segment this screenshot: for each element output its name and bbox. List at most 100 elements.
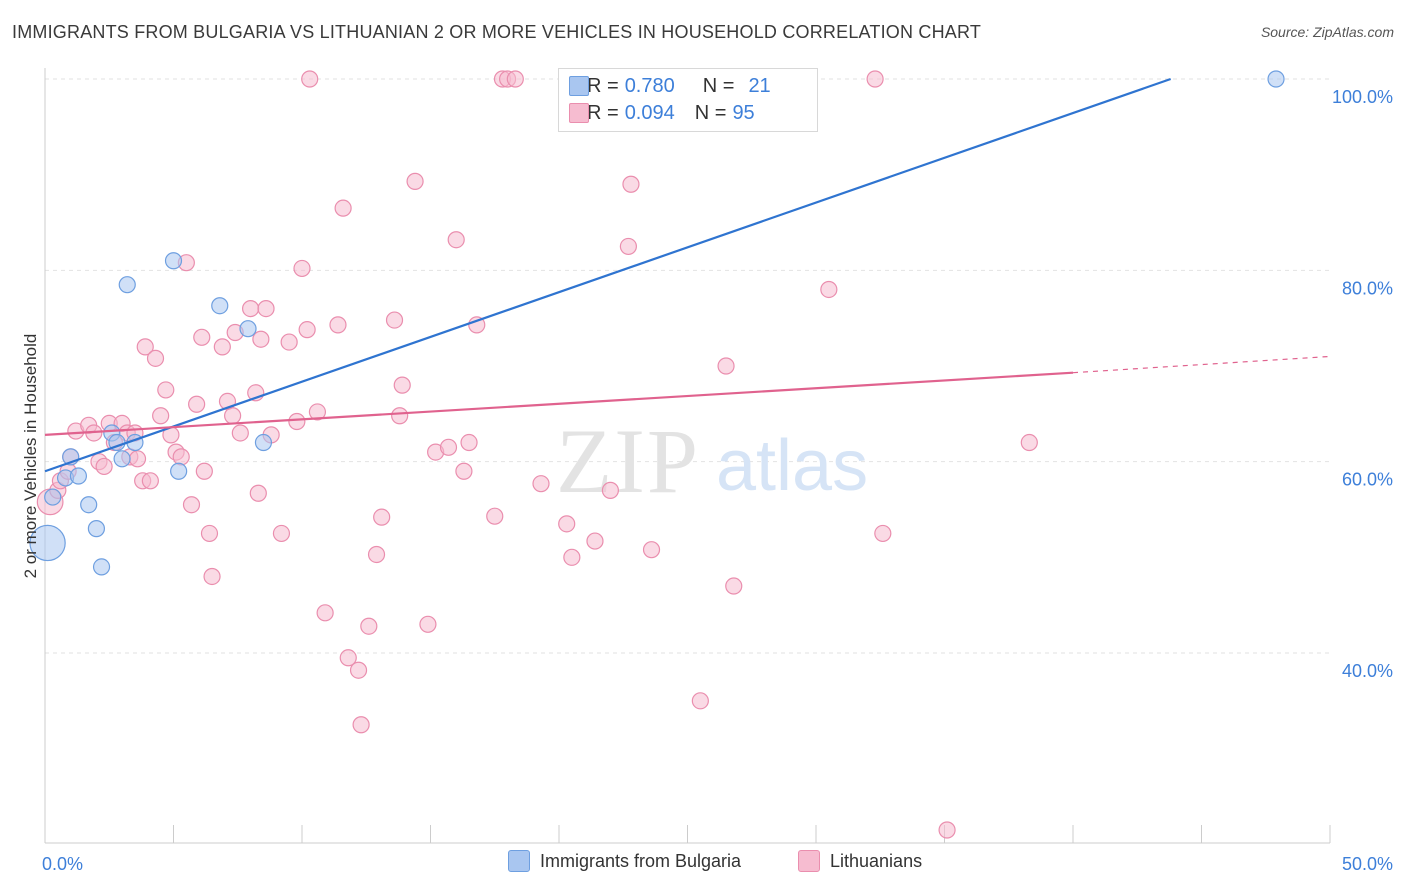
watermark-zip: ZIP [556,410,700,512]
data-point [642,541,661,559]
bottom-legend-label-lithuanians: Lithuanians [830,850,923,871]
data-point [532,475,550,493]
legend-swatch-bulgaria [569,76,589,96]
data-point [367,545,386,564]
x-tick-label: 50.0% [1342,854,1393,874]
data-point [820,280,838,299]
data-point [725,577,743,595]
data-point [419,615,437,633]
data-point [455,462,473,480]
data-point [252,330,270,348]
bottom-legend-lithuanians: Lithuanians [798,850,922,872]
y-tick-label: 40.0% [1342,661,1393,681]
data-point [257,300,275,318]
data-point [182,496,201,514]
legend-r-value: 0.780 [624,74,675,97]
legend-n-label: N = [694,101,727,124]
bottom-legend-bulgaria: Immigrants from Bulgaria [508,850,741,872]
legend-r-label: R = [587,74,619,97]
legend-r-value: 0.094 [624,101,675,124]
legend-n-value: 21 [748,74,771,97]
data-point [601,481,620,499]
data-point [170,462,188,480]
legend-row-lithuanians: R = 0.094 N = 95 [569,100,755,126]
data-point [80,496,98,514]
legend-row-bulgaria: R = 0.780 N = 21 [569,73,771,99]
data-point [280,333,298,351]
data-point [339,649,357,667]
data-point [316,604,334,622]
data-point [213,338,231,356]
data-point [211,297,229,315]
legend-swatch-lithuanians [569,103,589,123]
legend-r-label: R = [587,101,619,124]
data-point [44,488,62,506]
bottom-legend-swatch-lithuanians [798,850,820,872]
data-point [92,558,111,576]
data-point [373,508,391,526]
grid-lines [45,78,1330,654]
data-point [385,311,404,329]
trend-line-lithuanians [44,371,1074,436]
trend-line-bulgaria [44,77,1172,473]
data-point [391,407,409,425]
data-point [619,237,637,256]
data-point [439,438,458,456]
data-point [272,524,291,543]
data-point [563,548,581,566]
data-point [172,448,190,466]
data-point [622,175,640,193]
stats-legend: R = 0.780 N = 21 R = 0.094 N = 95 [558,68,818,132]
y-tick-label: 60.0% [1342,470,1393,490]
data-point [486,507,504,525]
data-point [141,472,159,490]
series-lithuanians-points [36,70,1038,839]
data-point [393,376,411,394]
data-point [113,450,131,468]
source-credit: Source: ZipAtlas.com [1260,24,1394,40]
data-point [87,520,106,538]
data-point [334,199,352,217]
data-point [118,276,136,294]
data-point [1267,70,1285,88]
watermark: ZIP atlas [556,410,868,512]
data-point [586,532,604,550]
data-point [1020,433,1038,452]
y-tick-label: 80.0% [1342,278,1393,298]
data-point [195,462,213,480]
data-point [29,524,66,562]
data-point [188,395,206,413]
data-point [293,259,311,278]
data-point [224,407,242,425]
data-point [146,349,165,367]
tick-labels: 40.0% 60.0% 80.0% 100.0% 0.0% 50.0% [42,87,1393,874]
data-point [938,821,956,839]
data-point [558,515,576,533]
data-point [239,320,257,338]
data-point [136,338,154,356]
data-point [691,692,709,710]
data-point [242,300,260,318]
bottom-legend-swatch-bulgaria [508,850,530,872]
legend-n-label: N = [702,74,735,97]
data-point [288,412,306,431]
data-point [406,172,424,190]
data-point [157,381,175,399]
bottom-legend-label-bulgaria: Immigrants from Bulgaria [540,850,742,871]
chart-title: IMMIGRANTS FROM BULGARIA VS LITHUANIAN 2… [12,22,982,42]
data-point [360,617,378,635]
data-point [193,328,211,346]
data-point [349,661,368,679]
series-bulgaria-points [29,70,1285,576]
data-point [69,467,88,485]
data-point [200,524,219,543]
data-point [717,357,735,375]
x-tick-label: 0.0% [42,854,83,874]
data-point [298,321,316,339]
data-point [866,70,884,88]
data-point [128,450,147,468]
data-point [152,407,170,425]
data-point [460,433,478,452]
data-point [352,716,370,734]
